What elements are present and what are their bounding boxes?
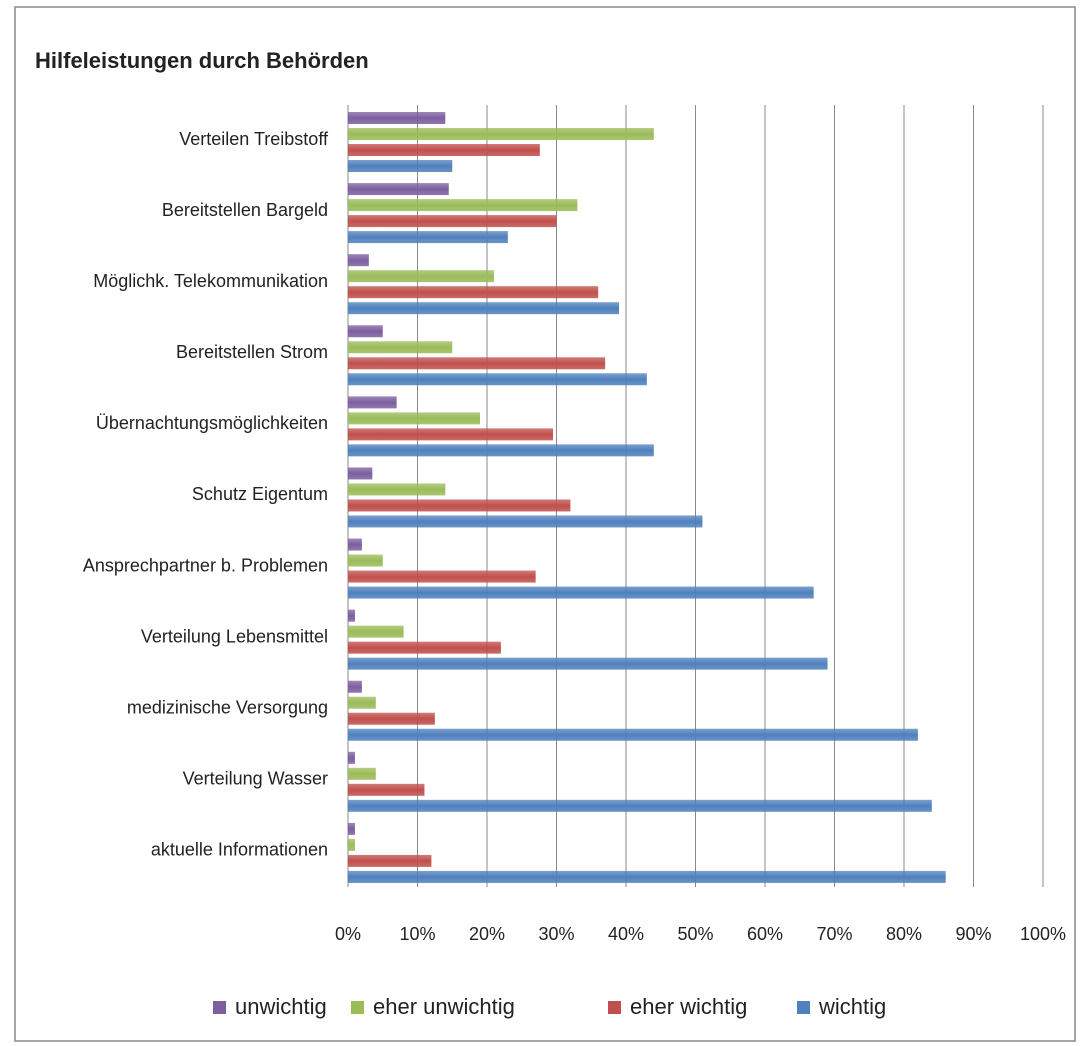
bar xyxy=(348,570,536,583)
y-tick-label: Verteilung Wasser xyxy=(183,769,328,789)
chart-title: Hilfeleistungen durch Behörden xyxy=(35,48,369,73)
bar xyxy=(348,270,494,283)
legend-label: wichtig xyxy=(818,994,886,1019)
bar xyxy=(348,302,620,315)
x-tick-label: 0% xyxy=(335,924,361,944)
legend-swatch xyxy=(608,1001,621,1014)
bar xyxy=(348,428,554,441)
bar xyxy=(348,412,481,425)
bar xyxy=(348,112,446,124)
bar xyxy=(348,767,376,780)
y-tick-label: aktuelle Informationen xyxy=(151,840,328,860)
x-tick-label: 10% xyxy=(399,924,435,944)
bar xyxy=(348,625,404,638)
bar xyxy=(348,696,376,709)
y-tick-label: Bereitstellen Strom xyxy=(176,342,328,362)
y-tick-label: Verteilen Treibstoff xyxy=(179,129,329,149)
x-tick-label: 40% xyxy=(608,924,644,944)
bar xyxy=(348,499,571,512)
bar xyxy=(348,641,501,654)
x-tick-label: 20% xyxy=(469,924,505,944)
x-tick-label: 50% xyxy=(677,924,713,944)
legend-swatch xyxy=(351,1001,364,1014)
bar xyxy=(348,444,654,457)
bar xyxy=(348,538,362,551)
legend-label: eher unwichtig xyxy=(373,994,515,1019)
x-tick-label: 60% xyxy=(747,924,783,944)
y-tick-label: Verteilung Lebensmittel xyxy=(141,626,328,646)
bar xyxy=(348,396,397,409)
bar xyxy=(348,586,814,599)
bar xyxy=(348,231,508,244)
x-tick-label: 30% xyxy=(538,924,574,944)
bar xyxy=(348,373,647,386)
bar xyxy=(348,515,703,528)
bar xyxy=(348,483,446,496)
bar xyxy=(348,799,932,812)
y-tick-label: Bereitstellen Bargeld xyxy=(162,200,328,220)
bar xyxy=(348,657,828,670)
bar xyxy=(348,751,355,764)
bar xyxy=(348,838,355,851)
y-tick-label: Übernachtungsmöglichkeiten xyxy=(96,413,328,433)
y-tick-label: Schutz Eigentum xyxy=(192,484,328,504)
bar xyxy=(348,870,946,883)
bar xyxy=(348,254,369,267)
x-tick-label: 100% xyxy=(1020,924,1066,944)
bar xyxy=(348,199,578,212)
bar xyxy=(348,183,449,196)
bar xyxy=(348,854,432,867)
bar xyxy=(348,341,453,354)
y-tick-label: medizinische Versorgung xyxy=(127,697,328,717)
bar xyxy=(348,609,355,622)
bar xyxy=(348,144,540,156)
legend-label: eher wichtig xyxy=(630,994,747,1019)
bar xyxy=(348,554,383,567)
bar xyxy=(348,783,425,796)
bar xyxy=(348,357,606,370)
bar xyxy=(348,128,654,140)
y-tick-label: Ansprechpartner b. Problemen xyxy=(83,555,328,575)
x-tick-label: 70% xyxy=(816,924,852,944)
x-tick-label: 80% xyxy=(886,924,922,944)
bar xyxy=(348,160,453,172)
bar xyxy=(348,286,599,299)
bar xyxy=(348,728,918,741)
bar xyxy=(348,467,373,480)
bar xyxy=(348,680,362,693)
legend-label: unwichtig xyxy=(235,994,327,1019)
bar xyxy=(348,712,435,725)
bar xyxy=(348,325,383,338)
bar xyxy=(348,822,355,835)
legend-swatch xyxy=(797,1001,810,1014)
bar xyxy=(348,215,557,228)
x-tick-label: 90% xyxy=(955,924,991,944)
y-tick-label: Möglichk. Telekommunikation xyxy=(93,271,328,291)
legend-swatch xyxy=(213,1001,226,1014)
